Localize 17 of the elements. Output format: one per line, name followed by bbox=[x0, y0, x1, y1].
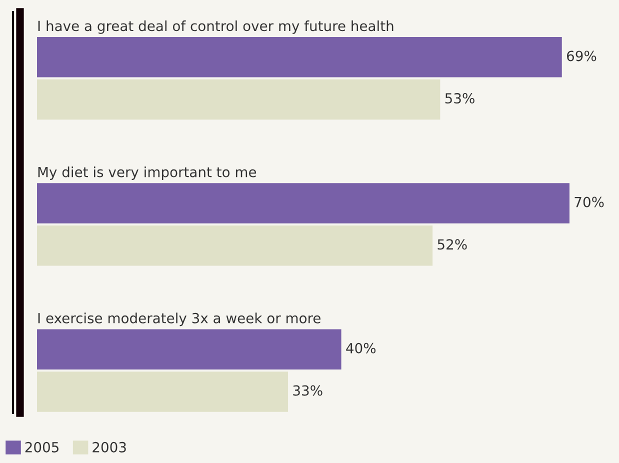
data-label: 53% bbox=[445, 93, 474, 104]
y-tick-label: I exercise moderately 3x a week or more bbox=[38, 312, 320, 326]
bar bbox=[37, 37, 562, 78]
data-label: 69% bbox=[567, 50, 596, 62]
data-label: 70% bbox=[574, 196, 604, 208]
data-label: 52% bbox=[438, 239, 467, 250]
bar bbox=[37, 183, 570, 224]
data-label: 40% bbox=[346, 342, 376, 354]
bar bbox=[37, 372, 288, 412]
y-tick-label: I have a great deal of control over my future health bbox=[38, 20, 394, 34]
bar bbox=[37, 329, 342, 370]
legend-label: 2003 bbox=[92, 442, 126, 452]
legend-label: 2005 bbox=[25, 442, 58, 452]
bar bbox=[37, 79, 440, 120]
data-label: 33% bbox=[293, 385, 322, 396]
bar bbox=[37, 225, 433, 266]
y-tick-label: My diet is very important to me bbox=[38, 166, 256, 180]
